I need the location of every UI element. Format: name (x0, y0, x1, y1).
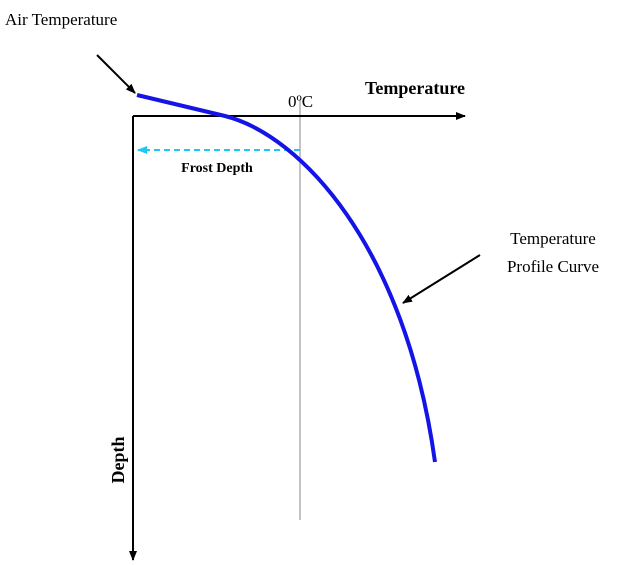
profile-curve-label: Temperature (510, 229, 596, 248)
profile-curve-arrow (402, 254, 481, 304)
air-temperature-label: Air Temperature (5, 10, 117, 29)
air-temperature-arrow (96, 54, 136, 94)
frost-depth-label: Frost Depth (181, 161, 253, 176)
depth-axis-label: Depth (108, 436, 128, 483)
zero-label: 0ºC (288, 92, 313, 111)
profile-curve-label: Profile Curve (507, 257, 599, 276)
temperature-axis-label: Temperature (365, 78, 465, 98)
temperature-profile-curve (136, 93, 437, 463)
